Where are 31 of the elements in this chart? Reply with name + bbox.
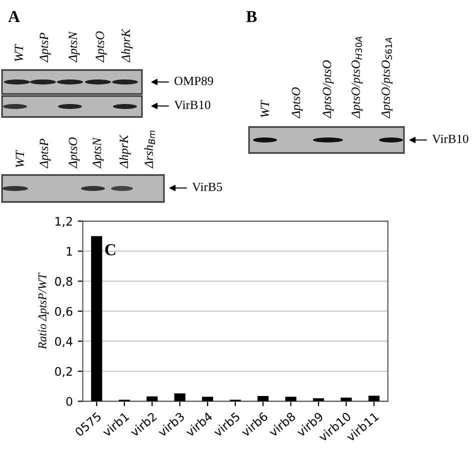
text: A xyxy=(8,11,20,22)
y-tick-label: 0,4 xyxy=(55,336,72,348)
text: B xyxy=(246,11,257,22)
y-tick-label: 0,2 xyxy=(55,366,72,378)
text: WT xyxy=(16,150,24,168)
text: ΔptsO xyxy=(96,31,107,62)
text: ΔptsN xyxy=(68,31,80,62)
y-tick-label: 0 xyxy=(66,397,72,406)
text: ΔptsO/ptsO$_{H30A}$ xyxy=(352,36,362,118)
annotation: C xyxy=(105,244,116,256)
text: ΔptsP xyxy=(40,138,51,168)
text: ΔptsO/ptsO xyxy=(322,60,334,118)
text: WT xyxy=(260,100,270,118)
text: VirB10 xyxy=(432,134,468,144)
text: ΔptsP xyxy=(40,32,51,62)
y-tick-label: 0,8 xyxy=(55,276,72,288)
y-tick-label: 1,2 xyxy=(56,216,72,228)
text: OMP89 xyxy=(174,76,214,86)
text: WT xyxy=(14,44,24,62)
text: ΔptsO/ptsO$_{S61A}$ xyxy=(382,38,392,118)
text: ΔptsO xyxy=(68,137,80,168)
text: ΔhprK xyxy=(119,134,131,168)
text: VirB5 xyxy=(192,182,222,192)
text: ΔptsO xyxy=(292,87,303,118)
text: ΔptsN xyxy=(92,137,104,168)
text: ΔhprK xyxy=(121,28,133,62)
y-axis-title: Ratio ΔptsP/WT xyxy=(38,272,49,350)
y-tick-label: 0,6 xyxy=(55,306,72,318)
text: Δrsh$_{Bm}$ xyxy=(144,130,155,168)
text: VirB10 xyxy=(174,100,210,110)
y-tick-label: 1 xyxy=(66,247,72,256)
